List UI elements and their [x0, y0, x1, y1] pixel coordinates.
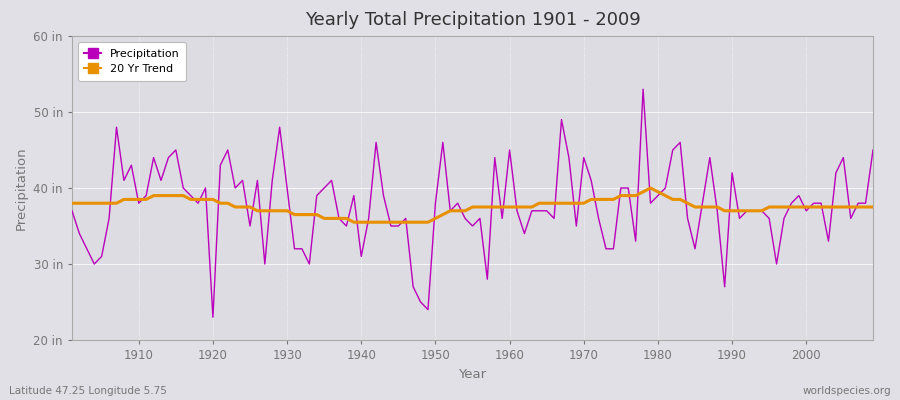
Title: Yearly Total Precipitation 1901 - 2009: Yearly Total Precipitation 1901 - 2009: [304, 11, 641, 29]
Legend: Precipitation, 20 Yr Trend: Precipitation, 20 Yr Trend: [77, 42, 186, 81]
X-axis label: Year: Year: [458, 368, 487, 380]
Text: worldspecies.org: worldspecies.org: [803, 386, 891, 396]
Text: Latitude 47.25 Longitude 5.75: Latitude 47.25 Longitude 5.75: [9, 386, 166, 396]
Y-axis label: Precipitation: Precipitation: [15, 146, 28, 230]
